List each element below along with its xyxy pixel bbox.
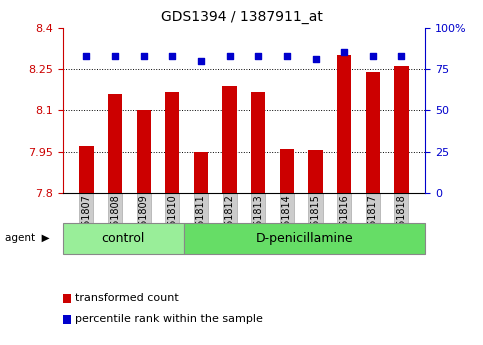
Text: percentile rank within the sample: percentile rank within the sample [75, 314, 263, 324]
Point [111, 53, 119, 59]
Text: control: control [101, 231, 145, 245]
Point [341, 50, 348, 55]
Bar [280, 149, 294, 193]
Bar [308, 150, 323, 193]
Bar [165, 92, 180, 193]
Text: D-penicillamine: D-penicillamine [256, 231, 353, 245]
Point [83, 53, 90, 59]
Bar [337, 55, 351, 193]
Text: transformed count: transformed count [75, 294, 179, 303]
Point [283, 53, 291, 59]
FancyBboxPatch shape [63, 223, 184, 254]
FancyBboxPatch shape [184, 223, 425, 254]
Bar [137, 110, 151, 193]
Point [226, 53, 233, 59]
Point [169, 53, 176, 59]
Point [140, 53, 147, 59]
Text: GDS1394 / 1387911_at: GDS1394 / 1387911_at [160, 10, 323, 24]
Point [398, 53, 405, 59]
Bar [366, 72, 380, 193]
Bar [194, 152, 208, 193]
Bar [251, 92, 265, 193]
Point [369, 53, 377, 59]
Bar [79, 146, 94, 193]
Point [255, 53, 262, 59]
Bar [108, 94, 122, 193]
Bar [394, 66, 409, 193]
Point [312, 56, 319, 62]
Bar [223, 86, 237, 193]
Text: agent  ▶: agent ▶ [5, 233, 49, 243]
Point [197, 58, 205, 63]
